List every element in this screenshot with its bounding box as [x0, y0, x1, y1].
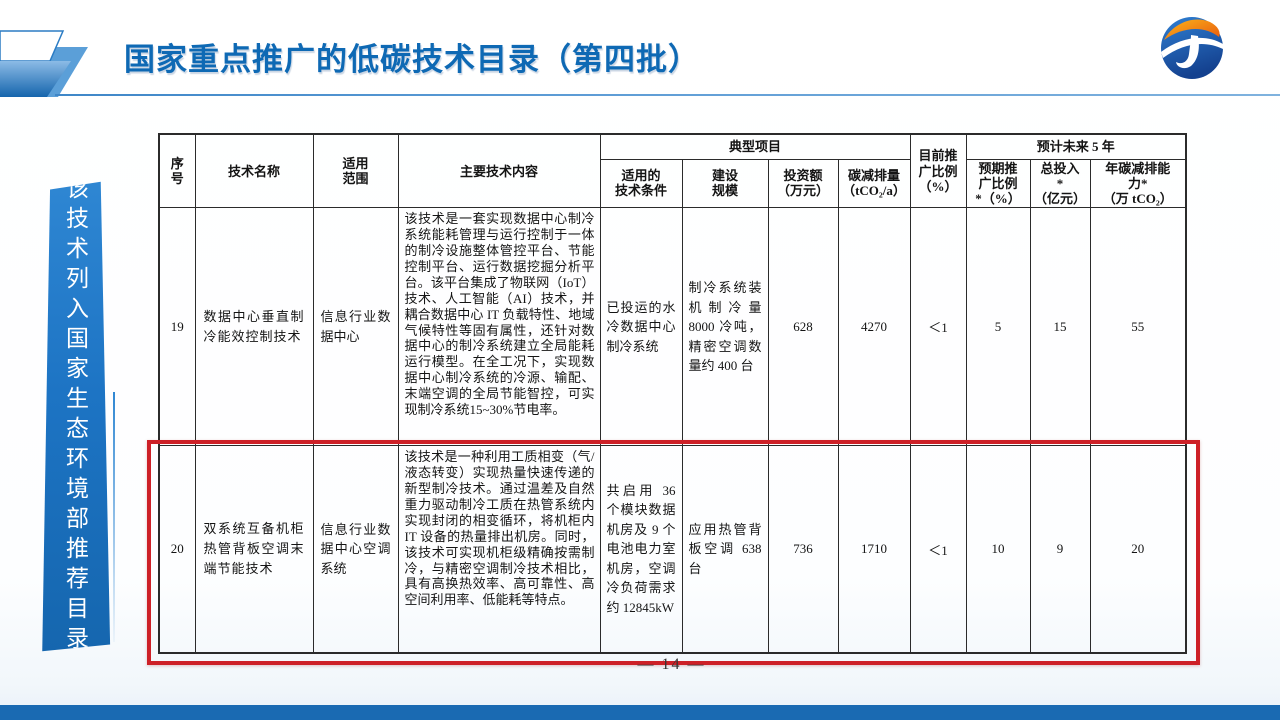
cell-main-content: 该技术是一种利用工质相变（气/液态转变）实现热量快速传递的新型制冷技术。通过温差…	[397, 445, 601, 654]
side-banner-accent-line	[113, 392, 115, 642]
cell-scope: 信息行业数据中心	[312, 207, 399, 447]
cell-annual-capacity: 20	[1089, 445, 1187, 654]
side-banner-text: 该技术列入国家生态环境部推荐目录	[62, 176, 88, 656]
parallelogram-ribbons-icon	[0, 30, 88, 97]
header-no: 序 号	[158, 133, 196, 209]
page-title: 国家重点推广的低碳技术目录（第四批）	[124, 42, 700, 77]
low-carbon-tech-table: 序 号 技术名称 适用 范围 主要技术内容 典型项目 目前推 广比例 （%） 预…	[158, 133, 1188, 654]
header-main-content: 主要技术内容	[397, 133, 601, 209]
cell-carbon-reduction: 4270	[837, 207, 911, 447]
cell-investment: 628	[767, 207, 839, 447]
cell-annual-capacity: 55	[1089, 207, 1187, 447]
cell-tech-name: 数据中心垂直制冷能效控制技术	[194, 207, 314, 447]
page-number: — 14 —	[637, 656, 706, 673]
header-conditions: 适用的 技术条件	[599, 158, 683, 209]
cell-scope: 信息行业数据中心空调系统	[312, 445, 399, 654]
header-annual-capacity: 年碳减排能 力* （万 tCO₂）	[1089, 158, 1187, 209]
cell-tech-name: 双系统互备机柜热管背板空调末端节能技术	[194, 445, 314, 654]
title-underline	[55, 94, 1280, 96]
side-banner: 该技术列入国家生态环境部推荐目录	[42, 176, 111, 656]
cell-scale: 制冷系统装机制冷量 8000 冷吨，精密空调数量约 400 台	[681, 207, 769, 447]
cell-carbon-reduction: 1710	[837, 445, 911, 654]
cell-current-ratio: ＜1	[909, 445, 967, 654]
cell-scale: 应用热管背板空调 638 台	[681, 445, 769, 654]
cell-total-investment: 9	[1029, 445, 1091, 654]
header-total-investment: 总投入 * （亿元）	[1029, 158, 1091, 209]
footer-bar	[0, 705, 1280, 720]
jp-globe-logo-icon	[1161, 17, 1223, 79]
cell-conditions: 已投运的水冷数据中心制冷系统	[599, 207, 683, 447]
header-future-5yr: 预计未来 5 年	[965, 133, 1187, 160]
header-tech-name: 技术名称	[194, 133, 314, 209]
cell-expected-ratio: 5	[965, 207, 1031, 447]
table-row-20-highlighted: 20 双系统互备机柜热管背板空调末端节能技术 信息行业数据中心空调系统 该技术是…	[158, 445, 1187, 654]
cell-main-content: 该技术是一套实现数据中心制冷系统能耗管理与运行控制于一体的制冷设施整体管控平台、…	[397, 207, 601, 447]
header-current-ratio: 目前推 广比例 （%）	[909, 133, 967, 209]
header-scope: 适用 范围	[312, 133, 399, 209]
header-carbon-reduction: 碳减排量 （tCO₂/a）	[837, 158, 911, 209]
header-typical-project: 典型项目	[599, 133, 911, 160]
table-row-19: 19 数据中心垂直制冷能效控制技术 信息行业数据中心 该技术是一套实现数据中心制…	[158, 207, 1187, 447]
header-expected-ratio: 预期推 广比例 *（%）	[965, 158, 1031, 209]
cell-conditions: 共启用 36 个模块数据机房及 9 个电池电力室机房，空调冷负荷需求约 1284…	[599, 445, 683, 654]
cell-expected-ratio: 10	[965, 445, 1031, 654]
cell-no: 20	[158, 445, 196, 654]
cell-current-ratio: ＜1	[909, 207, 967, 447]
header-scale: 建设 规模	[681, 158, 769, 209]
cell-no: 19	[158, 207, 196, 447]
header-investment: 投资额 （万元）	[767, 158, 839, 209]
cell-total-investment: 15	[1029, 207, 1091, 447]
cell-investment: 736	[767, 445, 839, 654]
